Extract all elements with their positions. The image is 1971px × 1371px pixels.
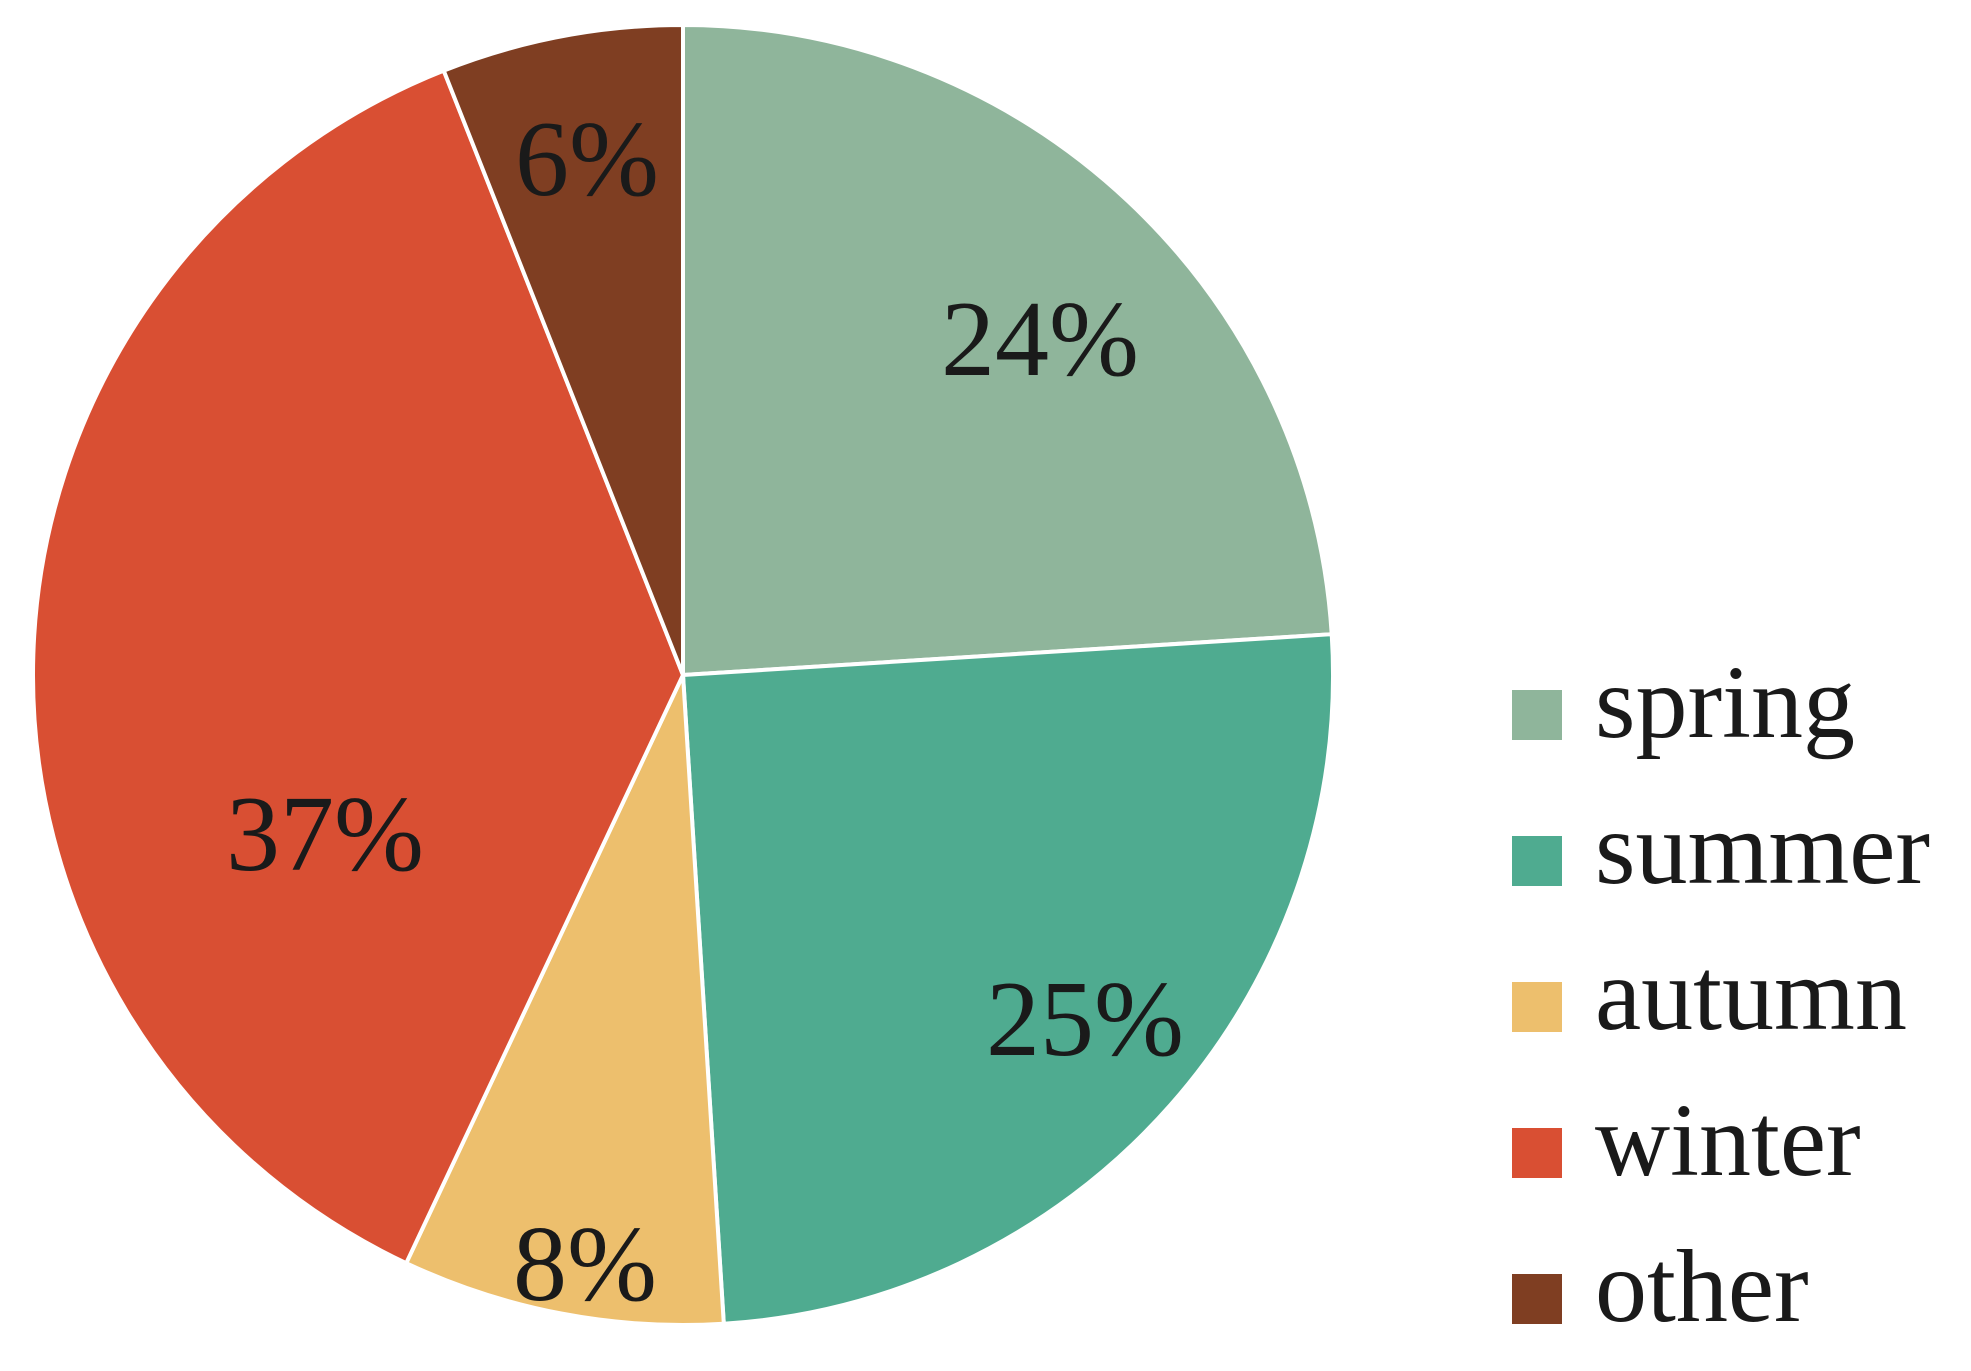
slice-label-winter: 37% bbox=[226, 775, 424, 894]
legend-label-other: other bbox=[1595, 1229, 1809, 1344]
slice-label-autumn: 8% bbox=[513, 1205, 657, 1324]
legend-swatch-spring bbox=[1512, 690, 1562, 740]
legend-label-spring: spring bbox=[1595, 645, 1855, 760]
legend-swatch-summer bbox=[1512, 836, 1562, 886]
pie-slice-autumn bbox=[404, 673, 726, 1328]
slice-label-other: 6% bbox=[515, 100, 659, 219]
legend-swatch-other bbox=[1512, 1274, 1562, 1324]
pie-slice-other bbox=[441, 23, 685, 677]
slice-label-summer: 25% bbox=[986, 960, 1184, 1079]
legend: spring summer autumn winter other bbox=[1512, 645, 1930, 1344]
legend-label-autumn: autumn bbox=[1595, 937, 1907, 1052]
legend-label-summer: summer bbox=[1595, 791, 1930, 906]
legend-label-winter: winter bbox=[1595, 1083, 1861, 1198]
pie-slice-labels: 24% 25% 8% 37% 6% bbox=[226, 100, 1184, 1324]
pie-slice-winter bbox=[31, 68, 685, 1266]
legend-swatch-winter bbox=[1512, 1128, 1562, 1178]
pie-slices bbox=[31, 23, 1336, 1328]
pie-slice-summer bbox=[681, 632, 1336, 1326]
legend-swatch-autumn bbox=[1512, 982, 1562, 1032]
pie-slice-spring bbox=[681, 23, 1334, 677]
slice-label-spring: 24% bbox=[941, 280, 1139, 399]
